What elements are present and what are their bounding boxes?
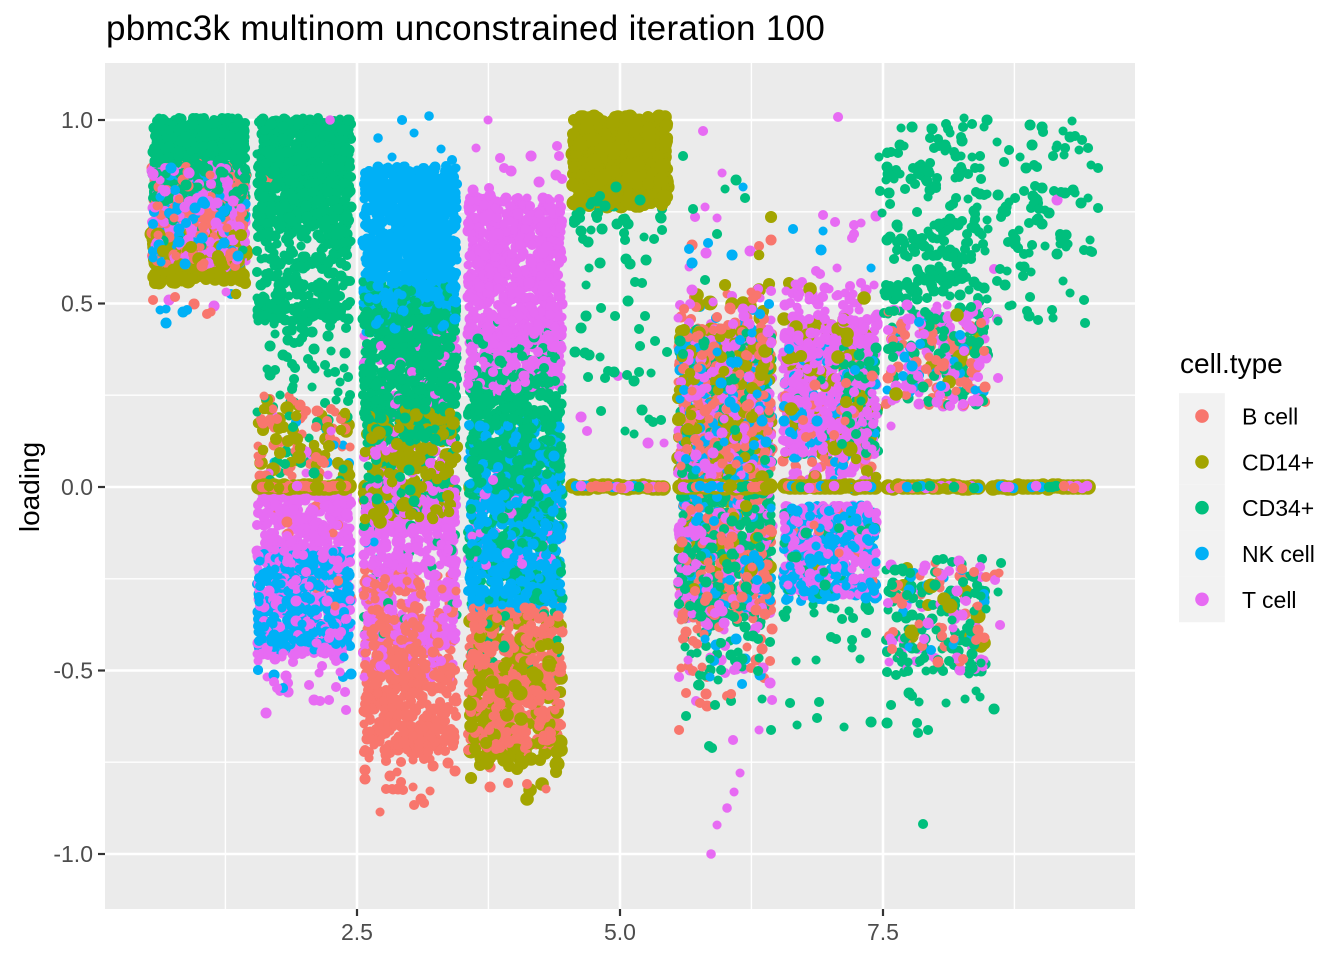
svg-text:2.5: 2.5 — [341, 919, 373, 945]
svg-text:-0.5: -0.5 — [53, 658, 93, 684]
svg-text:CD34+: CD34+ — [1242, 495, 1314, 521]
svg-text:B cell: B cell — [1242, 404, 1298, 430]
svg-text:5.0: 5.0 — [604, 919, 636, 945]
svg-text:loading: loading — [14, 442, 45, 532]
svg-text:0.5: 0.5 — [61, 291, 93, 317]
svg-text:pbmc3k multinom unconstrained: pbmc3k multinom unconstrained iteration … — [106, 9, 825, 48]
svg-text:NK cell: NK cell — [1242, 541, 1315, 567]
svg-text:CD14+: CD14+ — [1242, 449, 1314, 475]
svg-text:1.0: 1.0 — [61, 107, 93, 133]
svg-text:-1.0: -1.0 — [53, 841, 93, 867]
svg-text:cell.type: cell.type — [1180, 348, 1283, 379]
svg-text:0.0: 0.0 — [61, 474, 93, 500]
svg-text:7.5: 7.5 — [867, 919, 899, 945]
svg-text:T cell: T cell — [1242, 587, 1297, 613]
